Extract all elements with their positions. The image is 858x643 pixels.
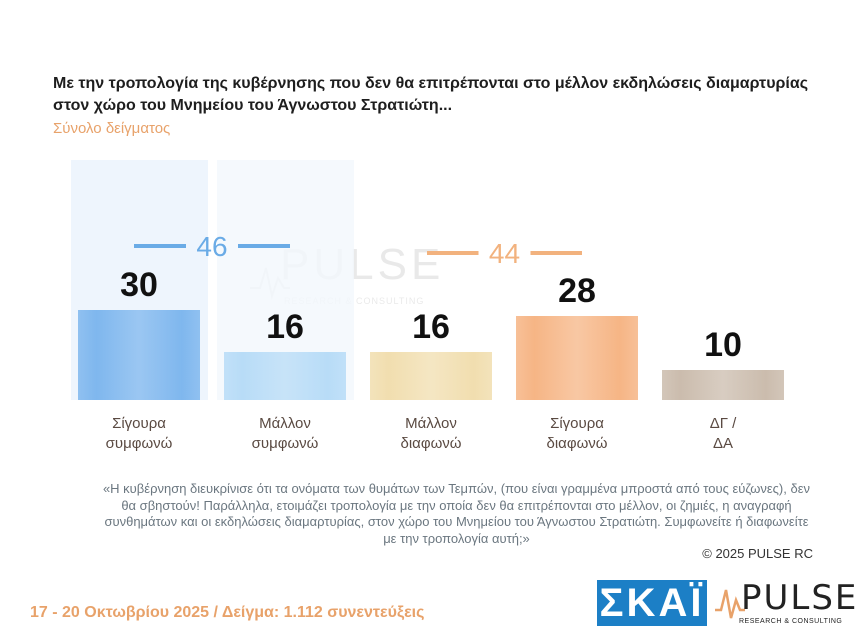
bar (662, 370, 784, 400)
bar-value-label: 16 (266, 308, 304, 346)
category-label-line: ΔΑ (712, 435, 734, 452)
category-label: Μάλλον συμφωνώ (215, 414, 355, 454)
pulse-logo-word: PULSE (741, 578, 858, 618)
chart-title: Με την τροπολογία της κυβέρνησης που δεν… (53, 75, 809, 114)
category-label-line: διαφωνώ (400, 435, 462, 452)
survey-footer: 17 - 20 Οκτωβρίου 2025 / Δείγμα: 1.112 σ… (30, 604, 425, 621)
category-label-line: Σίγουρα (550, 415, 604, 432)
category-label-line: ΔΓ / (709, 415, 737, 432)
bar (370, 352, 492, 400)
group-total-label: 44 (489, 238, 520, 269)
copyright: © 2025 PULSE RC (702, 546, 813, 561)
category-label-line: διαφωνώ (546, 435, 608, 452)
pulse-logo-wave-icon (715, 589, 745, 619)
category-label: Μάλλον διαφωνώ (361, 414, 501, 454)
category-label-line: συμφωνώ (251, 435, 319, 452)
pulse-logo: PULSE RESEARCH & CONSULTING (715, 578, 856, 630)
category-label-line: Μάλλον (405, 415, 457, 432)
category-label: Σίγουρα συμφωνώ (69, 414, 209, 454)
group-total-label: 46 (196, 231, 227, 262)
bar (224, 352, 346, 400)
bar-value-label: 16 (412, 308, 450, 346)
bar-chart: 30 16 16 28 10 46 44 (71, 160, 784, 400)
category-label-line: Μάλλον (259, 415, 311, 432)
bar-value-label: 10 (704, 326, 742, 364)
category-label-line: συμφωνώ (105, 435, 173, 452)
category-label: ΔΓ / ΔΑ (653, 414, 793, 454)
category-label-line: Σίγουρα (112, 415, 166, 432)
bar-value-label: 28 (558, 272, 596, 310)
category-label: Σίγουρα διαφωνώ (507, 414, 647, 454)
bar-value-label: 30 (120, 266, 158, 304)
bar (516, 316, 638, 400)
chart-subtitle: Σύνολο δείγματος (53, 120, 171, 137)
pulse-logo-tag: RESEARCH & CONSULTING (739, 618, 843, 625)
question-quote: «Η κυβέρνηση διευκρίνισε ότι τα ονόματα … (102, 481, 811, 546)
skai-logo: ΣΚΑΪ (597, 580, 707, 626)
bar (78, 310, 200, 400)
